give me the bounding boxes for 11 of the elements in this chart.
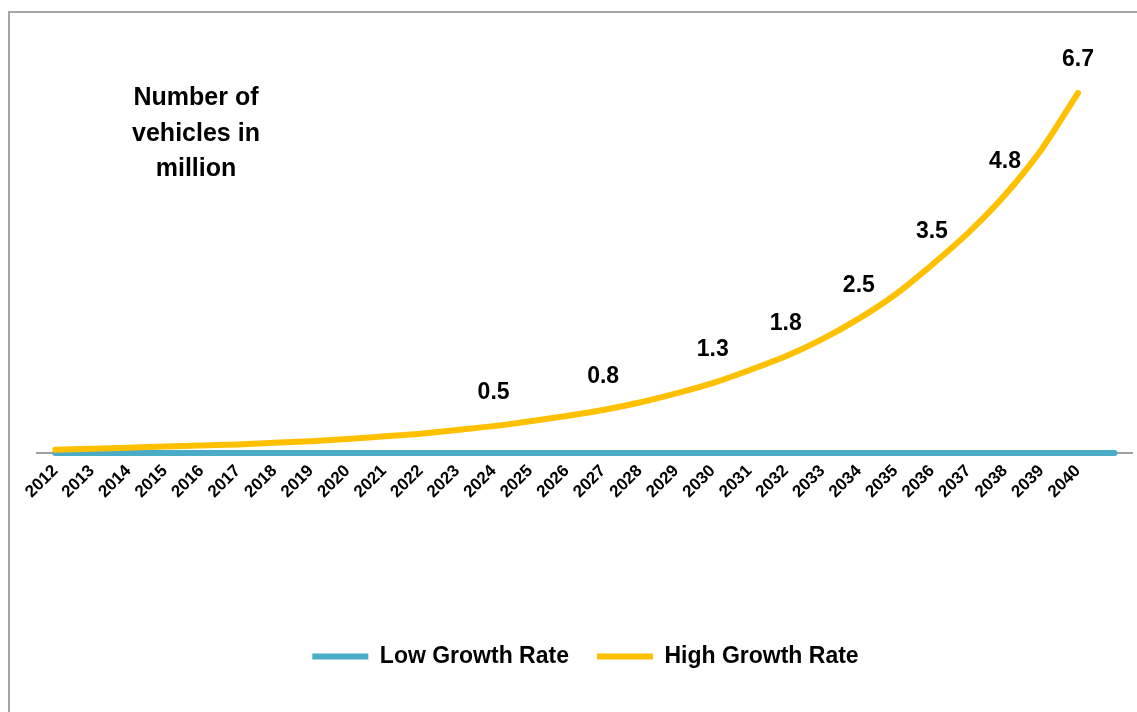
data-label: 0.8 [587,362,620,389]
data-label: 1.3 [696,335,729,362]
legend-label: High Growth Rate [664,641,859,668]
data-label: 6.7 [1062,45,1094,72]
data-label: 3.5 [915,217,949,244]
data-label: 1.8 [769,308,802,335]
legend-label: Low Growth Rate [379,641,569,668]
data-label: 0.5 [477,378,510,405]
data-label: 4.8 [988,147,1022,174]
data-label: 2.5 [842,271,876,298]
y-axis-title: Number of vehicles in million [131,81,261,183]
